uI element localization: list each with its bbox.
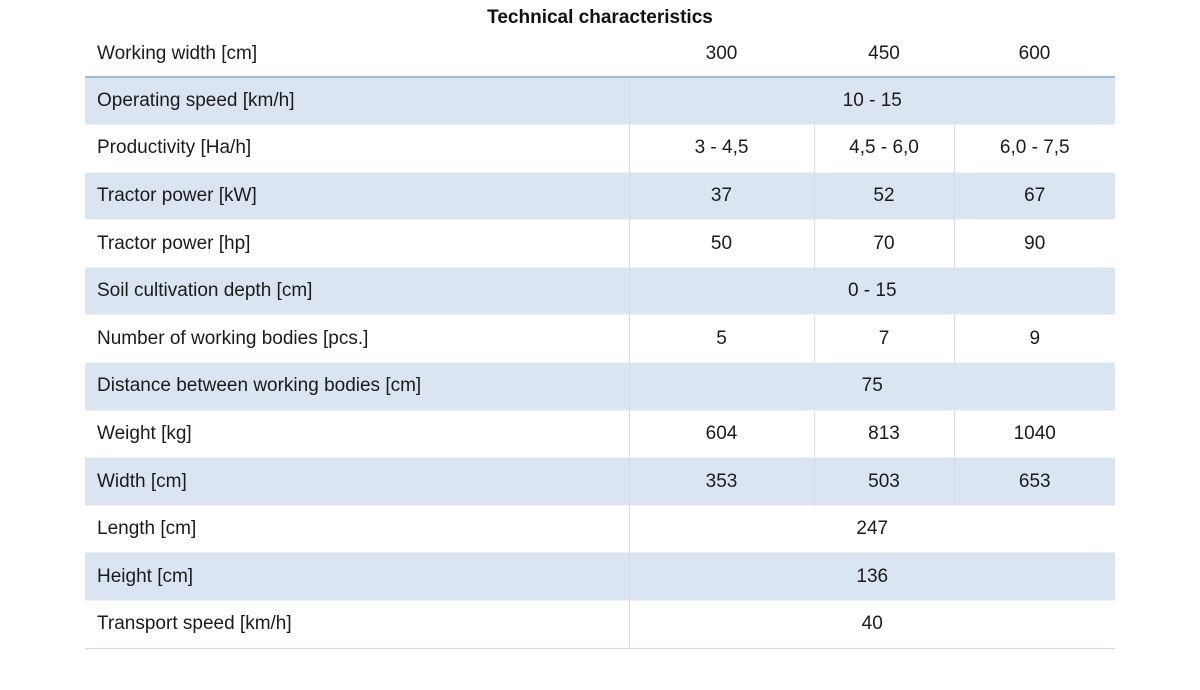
row-value: 67 — [953, 171, 1115, 220]
row-value: 653 — [953, 457, 1115, 506]
table-row-weight: Weight [kg] 604 813 1040 — [85, 409, 1115, 458]
row-value: 353 — [628, 457, 814, 506]
table-row-productivity: Productivity [Ha/h] 3 - 4,5 4,5 - 6,0 6,… — [85, 124, 1115, 173]
row-value: 37 — [628, 171, 814, 220]
row-label: Weight [kg] — [85, 409, 629, 458]
table-row-height: Height [cm] 136 — [85, 552, 1115, 601]
header-value: 450 — [868, 43, 900, 64]
row-label: Soil cultivation depth [cm] — [85, 266, 629, 315]
table-row-width: Width [cm] 353 503 653 — [85, 457, 1115, 506]
table-row-soil-cultivation-depth: Soil cultivation depth [cm] 0 - 15 — [85, 266, 1115, 315]
row-value: 5 — [628, 314, 814, 363]
row-value: 503 — [813, 457, 954, 506]
header-value: 300 — [705, 43, 738, 64]
row-value-span: 40 — [628, 600, 1115, 649]
row-label: Height [cm] — [85, 552, 629, 601]
row-label: Distance between working bodies [cm] — [85, 362, 629, 411]
row-value: 1040 — [953, 409, 1115, 458]
row-value: 813 — [813, 409, 954, 458]
table-row-tractor-power-kw: Tractor power [kW] 37 52 67 — [85, 171, 1115, 220]
row-value: 7 — [813, 314, 954, 363]
row-label: Productivity [Ha/h] — [85, 124, 629, 173]
row-label: Tractor power [hp] — [85, 219, 629, 268]
row-value: 604 — [628, 409, 814, 458]
row-value: 3 - 4,5 — [628, 124, 814, 173]
row-value: 70 — [813, 219, 954, 268]
row-value-span: 0 - 15 — [628, 266, 1115, 315]
row-label: Number of working bodies [pcs.] — [85, 314, 629, 363]
header-value: 600 — [1018, 43, 1051, 64]
page: Technical characteristics Working width … — [0, 6, 1200, 690]
table-row-operating-speed: Operating speed [km/h] 10 - 15 — [85, 76, 1115, 125]
table-row-distance-between-working-bodies: Distance between working bodies [cm] 75 — [85, 362, 1115, 411]
table-row-transport-speed: Transport speed [km/h] 40 — [85, 600, 1115, 649]
row-value-span: 136 — [628, 552, 1115, 601]
page-title: Technical characteristics — [487, 7, 713, 28]
row-value-span: 247 — [628, 504, 1115, 553]
row-value: 6,0 - 7,5 — [953, 124, 1115, 173]
row-label: Operating speed [km/h] — [85, 76, 629, 125]
row-value: 4,5 - 6,0 — [813, 124, 954, 173]
row-label: Tractor power [kW] — [85, 171, 629, 220]
technical-characteristics-table: Working width [cm] 300 450 600 Operating… — [85, 32, 1115, 649]
row-value: 50 — [628, 219, 814, 268]
row-value: 52 — [813, 171, 954, 220]
row-label: Transport speed [km/h] — [85, 600, 629, 649]
row-value-span: 10 - 15 — [628, 76, 1115, 125]
row-value-span: 75 — [628, 362, 1115, 411]
row-label: Width [cm] — [85, 457, 629, 506]
table-row-length: Length [cm] 247 — [85, 504, 1115, 553]
row-value: 90 — [953, 219, 1115, 268]
table-row-number-of-working-bodies: Number of working bodies [pcs.] 5 7 9 — [85, 314, 1115, 363]
table-row-tractor-power-hp: Tractor power [hp] 50 70 90 — [85, 219, 1115, 268]
row-value: 9 — [953, 314, 1115, 363]
table-header-row: Working width [cm] 300 450 600 — [85, 32, 1115, 77]
header-label: Working width [cm] — [97, 43, 258, 64]
row-label: Length [cm] — [85, 504, 629, 553]
